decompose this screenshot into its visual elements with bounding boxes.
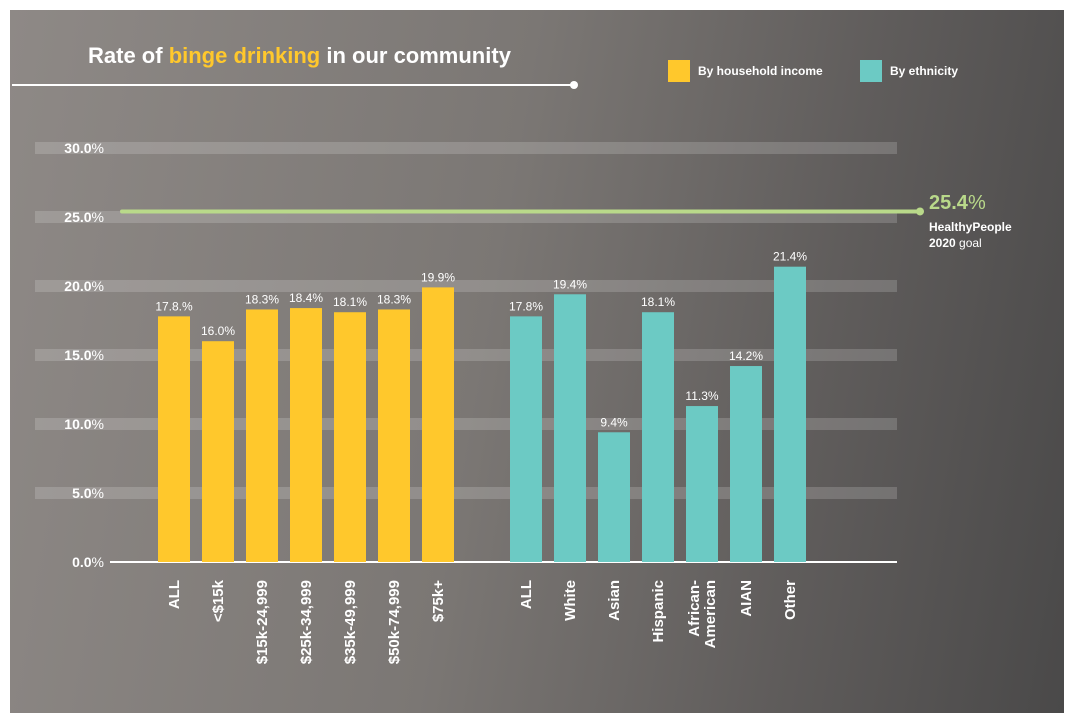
y-tick-label: 10.0% [64, 416, 104, 432]
legend-item-ethnicity: By ethnicity [860, 60, 958, 82]
gridline-20.0 [35, 280, 897, 292]
y-tick-label: 0.0% [72, 554, 104, 570]
bar-value-label: 9.4% [600, 415, 628, 429]
x-tick-label: $50k-74,999 [386, 580, 403, 664]
bar-value-label: 17.8% [509, 299, 543, 313]
bar-value-label: 18.3% [377, 292, 411, 306]
x-tick-label: White [562, 580, 579, 621]
legend-item-income: By household income [668, 60, 823, 82]
x-tick-label: $75k+ [430, 580, 447, 622]
bar [730, 366, 762, 562]
y-tick-label: 25.0% [64, 209, 104, 225]
goal-number: 25.4 [929, 192, 968, 214]
x-tick-label: ALL [166, 580, 183, 609]
y-tick-label: 5.0% [72, 485, 104, 501]
bar-value-label: 17.8.% [155, 299, 193, 313]
bar [598, 432, 630, 562]
x-tick-label: <$15k [210, 579, 227, 622]
title-highlight: binge drinking [168, 43, 321, 68]
goal-label-line1: HealthyPeople [929, 220, 1012, 234]
bar-value-label: 16.0% [201, 324, 235, 338]
bar [554, 294, 586, 562]
bar-value-label: 18.3% [245, 292, 279, 306]
bar [510, 316, 542, 562]
bar-value-label: 19.4% [553, 277, 587, 291]
chart-title: Rate of binge drinking in our community [88, 43, 511, 69]
y-tick-label: 20.0% [64, 278, 104, 294]
legend-label-income: By household income [698, 64, 823, 78]
title-underline [12, 84, 574, 86]
bar [202, 341, 234, 562]
y-tick-label: 15.0% [64, 347, 104, 363]
x-tick-label: ALL [518, 580, 535, 609]
bar-value-label: 18.1% [641, 295, 675, 309]
gridline-30.0 [35, 142, 897, 154]
x-tick-label: African-American [686, 580, 719, 648]
bar [378, 309, 410, 562]
goal-label-rest: goal [955, 236, 982, 250]
goal-label-year: 2020 [929, 236, 956, 250]
x-tick-label: AIAN [738, 580, 755, 617]
goal-line-end-dot [916, 207, 924, 216]
x-tick-label: $25k-34,999 [298, 580, 315, 664]
bar [642, 312, 674, 562]
bar-value-label: 19.9% [421, 270, 455, 284]
gridline-25.0 [35, 211, 897, 223]
bar [158, 316, 190, 562]
goal-unit: % [967, 192, 986, 214]
bar-value-label: 21.4% [773, 250, 807, 264]
legend-swatch-ethnicity [860, 60, 882, 82]
title-suffix: in our community [320, 43, 511, 68]
bar-value-label: 11.3% [685, 389, 718, 403]
legend-label-ethnicity: By ethnicity [890, 64, 959, 78]
bar [290, 308, 322, 562]
bar-value-label: 14.2% [729, 349, 763, 363]
bar [686, 406, 718, 562]
x-tick-label: Other [782, 580, 799, 620]
bar [334, 312, 366, 562]
x-tick-label: Hispanic [650, 580, 667, 643]
bar [246, 309, 278, 562]
title-prefix: Rate of [88, 43, 169, 68]
bar [774, 266, 806, 562]
x-tick-label: Asian [606, 580, 623, 621]
bar [422, 287, 454, 562]
legend-swatch-income [668, 60, 690, 82]
bar-value-label: 18.4% [289, 291, 323, 305]
x-tick-label: $35k-49,999 [342, 580, 359, 664]
y-tick-label: 30.0% [64, 140, 104, 156]
x-tick-label: $15k-24,999 [254, 580, 271, 664]
goal-label: HealthyPeople 2020 goal [929, 219, 1012, 251]
bar-value-label: 18.1% [333, 295, 367, 309]
goal-value: 25.4% [929, 192, 986, 215]
title-underline-dot [570, 81, 578, 89]
